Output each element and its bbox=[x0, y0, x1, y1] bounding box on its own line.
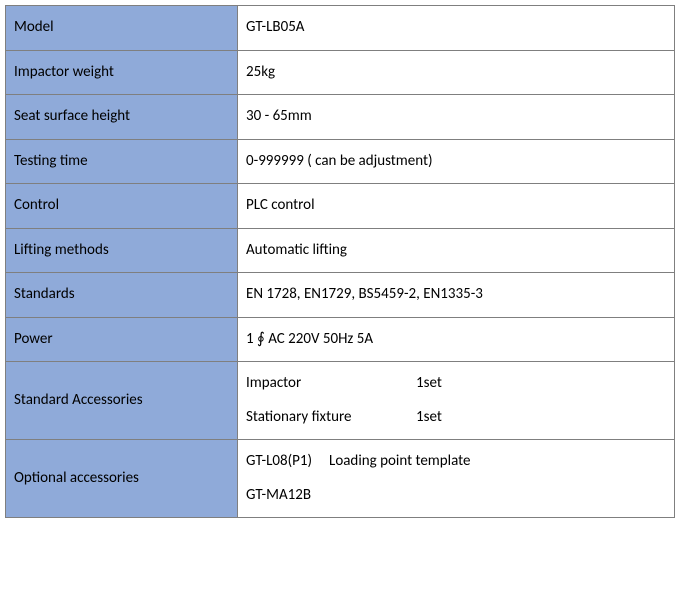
std-acc-qty-1: 1set bbox=[416, 408, 442, 428]
row-power: Power 1 ∮ AC 220V 50Hz 5A bbox=[6, 317, 675, 362]
opt-acc-line-1: GT-MA12B bbox=[246, 486, 666, 506]
row-standard-accessories: Standard Accessories Impactor 1set Stati… bbox=[6, 362, 675, 440]
label-seat-height: Seat surface height bbox=[6, 95, 238, 140]
value-power: 1 ∮ AC 220V 50Hz 5A bbox=[238, 317, 675, 362]
value-control: PLC control bbox=[238, 184, 675, 229]
row-model: Model GT-LB05A bbox=[6, 6, 675, 51]
row-testing-time: Testing time 0-999999 ( can be adjustmen… bbox=[6, 139, 675, 184]
label-testing-time: Testing time bbox=[6, 139, 238, 184]
row-impactor-weight: Impactor weight 25kg bbox=[6, 50, 675, 95]
value-standard-accessories: Impactor 1set Stationary fixture 1set bbox=[238, 362, 675, 440]
std-acc-name-0: Impactor bbox=[246, 374, 416, 394]
value-testing-time: 0-999999 ( can be adjustment) bbox=[238, 139, 675, 184]
row-control: Control PLC control bbox=[6, 184, 675, 229]
label-optional-accessories: Optional accessories bbox=[6, 440, 238, 518]
row-standards: Standards EN 1728, EN1729, BS5459-2, EN1… bbox=[6, 273, 675, 318]
label-impactor-weight: Impactor weight bbox=[6, 50, 238, 95]
label-model: Model bbox=[6, 6, 238, 51]
row-optional-accessories: Optional accessories GT-L08(P1) Loading … bbox=[6, 440, 675, 518]
label-standard-accessories: Standard Accessories bbox=[6, 362, 238, 440]
label-lifting: Lifting methods bbox=[6, 228, 238, 273]
value-optional-accessories: GT-L08(P1) Loading point template GT-MA1… bbox=[238, 440, 675, 518]
row-lifting: Lifting methods Automatic lifting bbox=[6, 228, 675, 273]
value-model: GT-LB05A bbox=[238, 6, 675, 51]
value-seat-height: 30 - 65mm bbox=[238, 95, 675, 140]
std-acc-item-1: Stationary fixture 1set bbox=[246, 408, 666, 428]
opt-acc-line-0: GT-L08(P1) Loading point template bbox=[246, 452, 666, 472]
value-lifting: Automatic lifting bbox=[238, 228, 675, 273]
value-impactor-weight: 25kg bbox=[238, 50, 675, 95]
label-standards: Standards bbox=[6, 273, 238, 318]
std-acc-name-1: Stationary fixture bbox=[246, 408, 416, 428]
std-acc-qty-0: 1set bbox=[416, 374, 442, 394]
label-power: Power bbox=[6, 317, 238, 362]
value-standards: EN 1728, EN1729, BS5459-2, EN1335-3 bbox=[238, 273, 675, 318]
spec-table: Model GT-LB05A Impactor weight 25kg Seat… bbox=[5, 5, 675, 518]
row-seat-height: Seat surface height 30 - 65mm bbox=[6, 95, 675, 140]
std-acc-item-0: Impactor 1set bbox=[246, 374, 666, 394]
label-control: Control bbox=[6, 184, 238, 229]
